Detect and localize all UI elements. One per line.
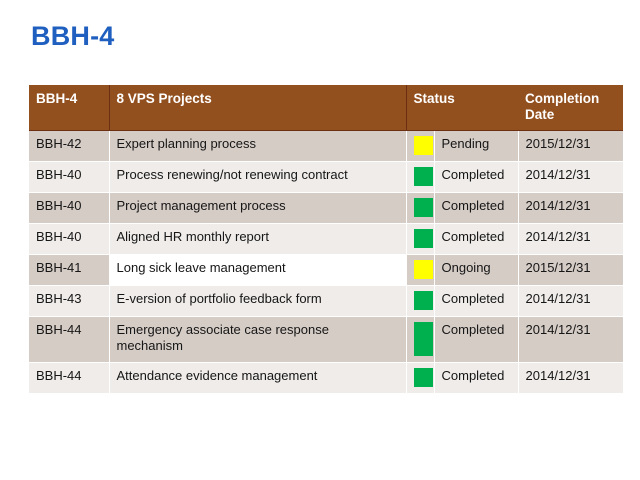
cell-project-id: BBH-44: [29, 316, 110, 363]
cell-status-label: Completed: [434, 285, 519, 317]
cell-project-name: Process renewing/not renewing contract: [109, 161, 407, 193]
table-row: BBH-41 Long sick leave management Ongoing 2…: [29, 254, 624, 286]
table-header-row: BBH-4 8 VPS Projects Status Completion D…: [29, 85, 624, 131]
page-title: BBH-4: [31, 21, 115, 51]
cell-completion-date: 2014/12/31: [518, 192, 624, 224]
cell-status-label: Completed: [434, 192, 519, 224]
cell-status-label: Completed: [434, 161, 519, 193]
cell-status-swatch: [406, 130, 435, 162]
cell-completion-date: 2014/12/31: [518, 223, 624, 255]
table-row: BBH-40 Aligned HR monthly report Completed…: [29, 223, 624, 255]
cell-status-swatch: [406, 223, 435, 255]
cell-status-swatch: [406, 285, 435, 317]
cell-completion-date: 2014/12/31: [518, 362, 624, 394]
status-swatch-green: [413, 321, 433, 356]
cell-status-label: Completed: [434, 362, 519, 394]
cell-project-name: Long sick leave management: [109, 254, 407, 286]
projects-table: BBH-4 8 VPS Projects Status Completion D…: [29, 85, 624, 394]
cell-status-label: Ongoing: [434, 254, 519, 286]
column-header-id: BBH-4: [29, 85, 110, 131]
cell-project-id: BBH-40: [29, 161, 110, 193]
table-row: BBH-44 Emergency associate case response …: [29, 316, 624, 363]
cell-project-id: BBH-43: [29, 285, 110, 317]
column-header-status: Status: [406, 85, 519, 131]
cell-status-label: Completed: [434, 223, 519, 255]
table-header: BBH-4 8 VPS Projects Status Completion D…: [29, 85, 624, 131]
cell-completion-date: 2014/12/31: [518, 285, 624, 317]
cell-project-name: Attendance evidence management: [109, 362, 407, 394]
cell-status-swatch: [406, 362, 435, 394]
cell-status-label: Pending: [434, 130, 519, 162]
column-header-completion-date: Completion Date: [518, 85, 624, 131]
cell-completion-date: 2014/12/31: [518, 316, 624, 363]
cell-project-id: BBH-41: [29, 254, 110, 286]
cell-completion-date: 2014/12/31: [518, 161, 624, 193]
cell-status-swatch: [406, 254, 435, 286]
cell-project-id: BBH-44: [29, 362, 110, 394]
table-body: BBH-42 Expert planning process Pending 2015…: [29, 130, 624, 394]
table-row: BBH-43 E-version of portfolio feedback fo…: [29, 285, 624, 317]
status-swatch-green: [413, 290, 433, 310]
status-swatch-yellow: [413, 135, 433, 155]
cell-status-swatch: [406, 161, 435, 193]
cell-project-name: E-version of portfolio feedback form: [109, 285, 407, 317]
cell-status-label: Completed: [434, 316, 519, 363]
column-header-project: 8 VPS Projects: [109, 85, 407, 131]
table-row: BBH-40 Project management process Complete…: [29, 192, 624, 224]
table-row: BBH-40 Process renewing/not renewing cont…: [29, 161, 624, 193]
cell-completion-date: 2015/12/31: [518, 130, 624, 162]
table-row: BBH-42 Expert planning process Pending 2015…: [29, 130, 624, 162]
status-swatch-green: [413, 367, 433, 387]
cell-project-name: Expert planning process: [109, 130, 407, 162]
cell-project-name: Project management process: [109, 192, 407, 224]
cell-project-id: BBH-42: [29, 130, 110, 162]
cell-project-id: BBH-40: [29, 192, 110, 224]
status-swatch-green: [413, 166, 433, 186]
cell-status-swatch: [406, 316, 435, 363]
cell-project-id: BBH-40: [29, 223, 110, 255]
table-row: BBH-44 Attendance evidence management Comp…: [29, 362, 624, 394]
status-swatch-yellow: [413, 259, 433, 279]
status-swatch-green: [413, 197, 433, 217]
cell-completion-date: 2015/12/31: [518, 254, 624, 286]
status-swatch-green: [413, 228, 433, 248]
cell-status-swatch: [406, 192, 435, 224]
cell-project-name: Emergency associate case response mechan…: [109, 316, 407, 363]
cell-project-name: Aligned HR monthly report: [109, 223, 407, 255]
